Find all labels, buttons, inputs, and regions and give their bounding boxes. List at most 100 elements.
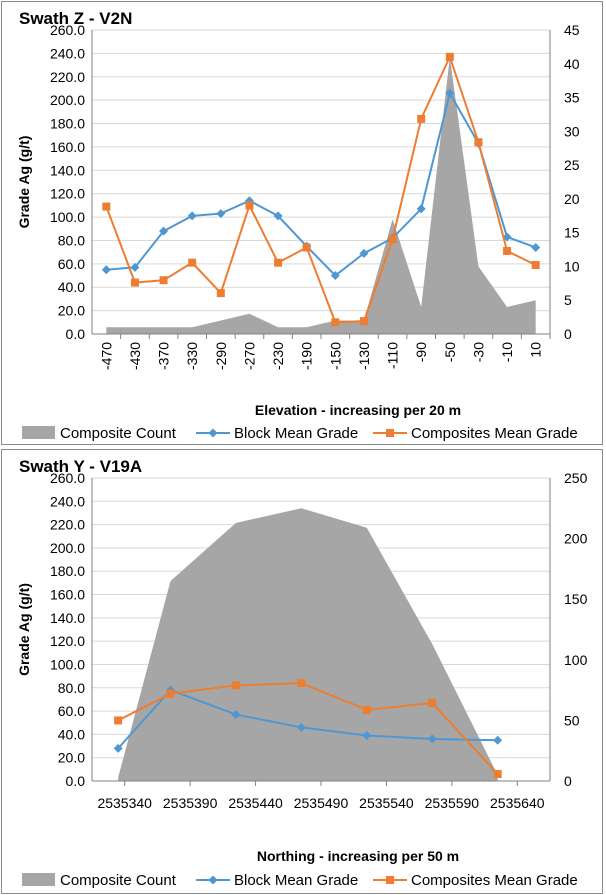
y-tick-label: 240.0 [50, 45, 85, 61]
y2-tick-label: 0 [564, 773, 572, 789]
legend-marker-composites-mean-grade [386, 876, 394, 884]
y-tick-label: 220.0 [50, 69, 85, 85]
y2-tick-label: 100 [564, 652, 588, 668]
x-tick-label: 2535440 [228, 795, 283, 811]
x-axis-label: Northing - increasing per 50 m [257, 848, 459, 864]
x-tick-label: 2535540 [359, 795, 414, 811]
composite-count-area [118, 508, 498, 781]
y2-tick-label: 20 [564, 191, 580, 207]
composites-mean-grade-point [388, 235, 397, 244]
block-mean-grade-point [493, 735, 503, 745]
x-tick-label: -110 [385, 342, 401, 369]
y-tick-label: 240.0 [50, 493, 85, 509]
composites-mean-grade-point [216, 289, 225, 298]
y2-tick-label: 25 [564, 157, 580, 173]
y-tick-label: 200.0 [50, 540, 85, 556]
composites-mean-grade-point [331, 318, 340, 327]
x-tick-label: -290 [213, 342, 229, 370]
y-tick-label: 180.0 [50, 116, 85, 132]
y-tick-label: 20.0 [58, 750, 85, 766]
y-tick-label: 0.0 [66, 773, 86, 789]
block-mean-grade-point [296, 722, 306, 732]
block-mean-grade-point [113, 743, 123, 753]
y-tick-label: 140.0 [50, 162, 85, 178]
block-mean-grade-point [362, 731, 372, 741]
block-mean-grade-point [231, 710, 241, 720]
y2-tick-label: 150 [564, 591, 588, 607]
x-tick-label: -370 [156, 342, 172, 370]
x-tick-label: -90 [413, 342, 429, 362]
chart-panel-swath-y: 0.0 20.0 40.0 60.0 80.0 100.0 120.0 140.0 160.0 1… [1, 449, 603, 894]
legend-label-composite-count: Composite Count [60, 872, 177, 889]
x-tick-label: -190 [299, 342, 315, 370]
y-tick-label: 60.0 [58, 256, 85, 272]
x-tick-label: 2535590 [425, 795, 480, 811]
legend-swatch-composite-count [22, 873, 55, 886]
y2-tick-label: 250 [564, 470, 588, 486]
y-tick-label: 260.0 [50, 470, 85, 486]
composites-mean-grade-point [445, 52, 454, 61]
block-mean-grade-point [330, 271, 340, 281]
chart-swath-z: 0.0 20.0 40.0 60.0 80.0 100.0 120.0 140.0 160.0 1… [16, 9, 580, 442]
composites-mean-grade-point [531, 261, 540, 270]
y-axis-label: Grade Ag (g/t) [16, 136, 32, 229]
x-tick-label: 10 [528, 342, 544, 358]
legend-label-block-mean-grade: Block Mean Grade [234, 425, 358, 442]
block-mean-grade-point [130, 262, 140, 272]
y-tick-label: 160.0 [50, 139, 85, 155]
composites-mean-grade-point [274, 258, 283, 267]
composites-mean-grade-point [245, 201, 254, 210]
chart-title: Swath Z - V2N [19, 9, 132, 28]
chart-title: Swath Y - V19A [19, 457, 142, 476]
composites-mean-grade-line [105, 54, 537, 324]
composites-mean-grade-point [114, 716, 123, 725]
y-tick-label: 60.0 [58, 703, 85, 719]
y-tick-label: 80.0 [58, 680, 85, 696]
composites-mean-grade-point [474, 138, 483, 147]
legend-label-composite-count: Composite Count [60, 425, 177, 442]
y-tick-label: 120.0 [50, 633, 85, 649]
x-tick-label: -30 [470, 342, 486, 362]
legend-label-composites-mean-grade: Composites Mean Grade [411, 872, 578, 889]
legend-marker-block-mean-grade [208, 875, 218, 885]
block-mean-grade-point [101, 265, 111, 275]
y2-tick-label: 45 [564, 22, 580, 38]
x-tick-label: -430 [127, 342, 143, 370]
y2-tick-label: 10 [564, 258, 580, 274]
y-tick-label: 220.0 [50, 517, 85, 533]
legend-marker-block-mean-grade [208, 428, 218, 438]
y2-tick-label: 40 [564, 56, 580, 72]
block-mean-grade-point [359, 248, 369, 258]
y-tick-label: 80.0 [58, 232, 85, 248]
composites-mean-grade-point [166, 689, 175, 698]
x-tick-label: -10 [499, 342, 515, 362]
legend-label-composites-mean-grade: Composites Mean Grade [411, 425, 578, 442]
composites-mean-grade-point [159, 276, 168, 285]
x-tick-label: 2535490 [294, 795, 349, 811]
y-axis-label: Grade Ag (g/t) [16, 583, 32, 676]
y2-tick-label: 5 [564, 292, 572, 308]
y2-tick-label: 30 [564, 123, 580, 139]
x-tick-label: 2535640 [490, 795, 545, 811]
y2-tick-label: 0 [564, 326, 572, 342]
composites-mean-grade-point [130, 278, 139, 287]
block-mean-grade-point [445, 88, 455, 98]
x-tick-label: -330 [184, 342, 200, 370]
y-tick-label: 0.0 [66, 326, 86, 342]
y2-tick-label: 35 [564, 90, 580, 106]
y-tick-label: 140.0 [50, 610, 85, 626]
composites-mean-grade-point [359, 317, 368, 326]
chart-swath-y: 0.0 20.0 40.0 60.0 80.0 100.0 120.0 140.0 160.0 1… [16, 457, 588, 889]
composites-mean-grade-point [297, 679, 306, 688]
x-tick-label: -130 [356, 342, 372, 370]
composites-mean-grade-point [188, 258, 197, 267]
y2-tick-label: 200 [564, 531, 588, 547]
block-mean-grade-point [273, 211, 283, 221]
legend: Composite Count Block Mean Grade Composite… [22, 425, 578, 442]
composites-mean-grade-point [231, 681, 240, 690]
y-tick-label: 260.0 [50, 22, 85, 38]
x-tick-label: -470 [98, 342, 114, 370]
composites-mean-grade-point [102, 202, 111, 211]
x-tick-label: 2535340 [97, 795, 152, 811]
y-tick-label: 100.0 [50, 209, 85, 225]
